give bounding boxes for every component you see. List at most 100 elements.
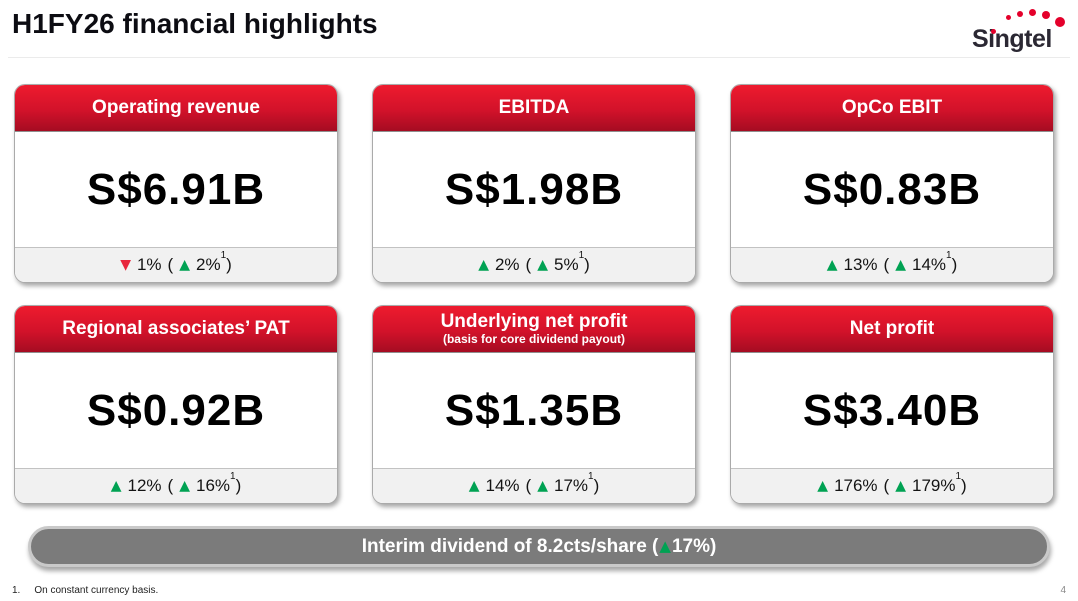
cc-change-up-arrow-icon: ▲ xyxy=(537,478,548,494)
cc-change-up-arrow-icon: ▲ xyxy=(537,257,548,273)
metric-card-underlying-net-profit: Underlying net profit (basis for core di… xyxy=(372,305,696,504)
cc-change-up-arrow-icon: ▲ xyxy=(895,478,906,494)
cc-change-group: 16% 1) xyxy=(196,472,242,496)
footnote-ref: 1 xyxy=(588,471,594,482)
change-up-arrow-icon: ▲ xyxy=(478,257,489,273)
metric-subtitle: (basis for core dividend payout) xyxy=(442,331,626,346)
paren-close: ) xyxy=(584,255,590,274)
footnote-text: On constant currency basis. xyxy=(34,585,159,596)
interim-dividend-bar: Interim dividend of 8.2cts/share (▲ 17%) xyxy=(28,526,1050,567)
metric-title: OpCo EBIT xyxy=(841,96,943,118)
cc-change-group: 179% 1) xyxy=(912,472,967,496)
dividend-up-arrow-icon: ▲ xyxy=(659,537,671,555)
cc-change-pct: 17% xyxy=(554,476,589,495)
page-number: 4 xyxy=(1060,585,1066,596)
metric-body: S$1.98B xyxy=(373,132,695,247)
metric-card-header: Operating revenue xyxy=(15,85,337,132)
metric-value: S$6.91B xyxy=(86,164,266,214)
metric-change: ▲ 13% ( ▲ 14% 1) xyxy=(731,247,1053,282)
paren-open: ( xyxy=(525,255,532,274)
metric-change: ▲ 12% ( ▲ 16% 1) xyxy=(15,468,337,503)
change-pct: 176% xyxy=(834,476,878,495)
metric-value: S$1.98B xyxy=(444,164,624,214)
cc-change-up-arrow-icon: ▲ xyxy=(179,478,190,494)
metric-change: ▼ 1% ( ▲ 2% 1) xyxy=(15,247,337,282)
header-divider xyxy=(8,57,1070,58)
metric-change: ▲ 2% ( ▲ 5% 1) xyxy=(373,247,695,282)
metric-body: S$3.40B xyxy=(731,353,1053,468)
metric-title: Operating revenue xyxy=(92,96,260,118)
metric-card-net-profit: Net profit S$3.40B ▲ 176% ( ▲ 179% 1) xyxy=(730,305,1054,504)
dividend-pct: 17% xyxy=(671,535,710,557)
cc-change-pct: 179% xyxy=(912,476,956,495)
paren-close: ) xyxy=(961,476,967,495)
cc-change-group: 2% 1) xyxy=(196,251,232,275)
change-pct: 1% xyxy=(136,255,162,274)
metric-body: S$1.35B xyxy=(373,353,695,468)
page-title: H1FY26 financial highlights xyxy=(12,8,378,39)
metric-title: Underlying net profit xyxy=(440,310,628,332)
metric-value: S$0.92B xyxy=(86,385,266,435)
paren-open: ( xyxy=(167,476,174,495)
paren-open: ( xyxy=(883,476,890,495)
interim-dividend-text: Interim dividend of 8.2cts/share (▲ 17%) xyxy=(362,536,717,558)
metric-card-operating-revenue: Operating revenue S$6.91B ▼ 1% ( ▲ 2% 1) xyxy=(14,84,338,283)
change-pct: 2% xyxy=(494,255,520,274)
singtel-wordmark: Singtel xyxy=(972,25,1052,53)
metric-value: S$1.35B xyxy=(444,385,624,435)
cc-change-group: 5% 1) xyxy=(554,251,590,275)
singtel-i-dot-icon xyxy=(991,29,996,34)
footnote-index: 1. xyxy=(12,585,21,596)
metric-body: S$0.83B xyxy=(731,132,1053,247)
cc-change-pct: 5% xyxy=(554,255,579,274)
cc-change-pct: 2% xyxy=(196,255,221,274)
metric-card-header: Regional associates’ PAT xyxy=(15,306,337,353)
cc-change-pct: 16% xyxy=(196,476,231,495)
singtel-logo: Singtel xyxy=(972,4,1065,54)
cc-change-up-arrow-icon: ▲ xyxy=(895,257,906,273)
change-pct: 14% xyxy=(485,476,520,495)
change-pct: 12% xyxy=(127,476,162,495)
change-up-arrow-icon: ▲ xyxy=(110,478,122,494)
cc-change-group: 14% 1) xyxy=(912,251,958,275)
paren-close: ) xyxy=(235,476,242,495)
metric-value: S$3.40B xyxy=(802,385,982,435)
metric-body: S$0.92B xyxy=(15,353,337,468)
footnote-ref: 1 xyxy=(955,471,962,482)
metric-title: EBITDA xyxy=(498,96,570,118)
metric-card-regional-associates-pat: Regional associates’ PAT S$0.92B ▲ 12% (… xyxy=(14,305,338,504)
paren-open: ( xyxy=(525,476,532,495)
metric-card-header: EBITDA xyxy=(373,85,695,132)
metric-title: Regional associates’ PAT xyxy=(62,317,290,339)
metric-title: Net profit xyxy=(849,317,935,339)
metric-change: ▲ 14% ( ▲ 17% 1) xyxy=(373,468,695,503)
paren-close: ) xyxy=(593,476,600,495)
paren-close: ) xyxy=(709,535,717,557)
paren-close: ) xyxy=(226,255,232,274)
change-pct: 13% xyxy=(843,255,878,274)
cc-change-group: 17% 1) xyxy=(554,472,600,496)
metric-change: ▲ 176% ( ▲ 179% 1) xyxy=(731,468,1053,503)
metric-value: S$0.83B xyxy=(802,164,982,214)
metric-body: S$6.91B xyxy=(15,132,337,247)
change-down-arrow-icon: ▼ xyxy=(120,257,131,273)
footnote-ref: 1 xyxy=(220,250,227,261)
footnote-ref: 1 xyxy=(578,250,585,261)
dividend-lead: Interim dividend of 8.2cts/share ( xyxy=(361,535,659,557)
footnote-ref: 1 xyxy=(946,250,952,261)
metric-card-header: Net profit xyxy=(731,306,1053,353)
metric-cards-grid: Operating revenue S$6.91B ▼ 1% ( ▲ 2% 1) … xyxy=(14,84,1054,504)
metric-card-ebitda: EBITDA S$1.98B ▲ 2% ( ▲ 5% 1) xyxy=(372,84,696,283)
metric-card-header: OpCo EBIT xyxy=(731,85,1053,132)
metric-card-header: Underlying net profit (basis for core di… xyxy=(373,306,695,353)
footnote-ref: 1 xyxy=(230,471,236,482)
paren-open: ( xyxy=(883,255,890,274)
cc-change-pct: 14% xyxy=(912,255,947,274)
metric-card-opco-ebit: OpCo EBIT S$0.83B ▲ 13% ( ▲ 14% 1) xyxy=(730,84,1054,283)
footnote: 1. On constant currency basis. xyxy=(12,585,158,596)
change-up-arrow-icon: ▲ xyxy=(468,478,480,494)
paren-open: ( xyxy=(167,255,174,274)
paren-close: ) xyxy=(951,255,958,274)
change-up-arrow-icon: ▲ xyxy=(817,478,829,494)
